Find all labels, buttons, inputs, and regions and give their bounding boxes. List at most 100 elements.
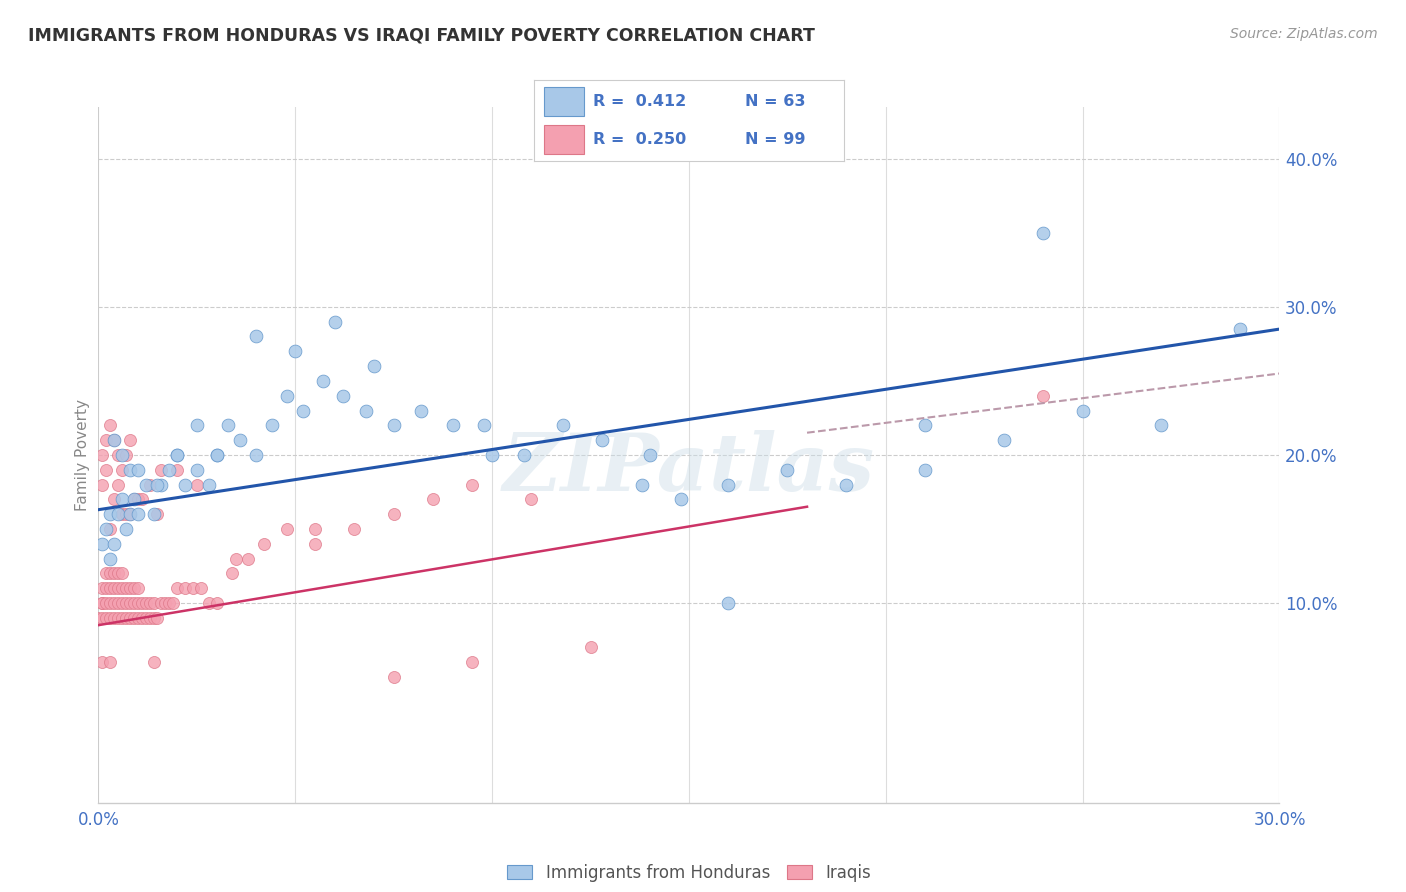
Point <box>332 389 354 403</box>
Point <box>1032 389 1054 403</box>
Point <box>131 492 153 507</box>
Point <box>107 566 129 581</box>
Point <box>96 522 118 536</box>
Point <box>91 477 114 491</box>
Point <box>245 448 267 462</box>
Point <box>323 315 346 329</box>
Point <box>131 596 153 610</box>
Point <box>205 448 228 462</box>
Point <box>115 522 138 536</box>
Text: R =  0.412: R = 0.412 <box>593 94 686 109</box>
Point <box>166 581 188 595</box>
Point <box>91 448 114 462</box>
Point <box>717 477 740 491</box>
Point <box>142 596 165 610</box>
Point <box>96 463 118 477</box>
Point <box>914 463 936 477</box>
Point <box>914 418 936 433</box>
Point <box>472 418 495 433</box>
Point <box>107 611 129 625</box>
Point <box>122 581 145 595</box>
Point <box>411 403 433 417</box>
Point <box>157 596 180 610</box>
Point <box>135 477 157 491</box>
Point <box>115 611 138 625</box>
Point <box>245 329 267 343</box>
Point <box>422 492 444 507</box>
Point <box>181 581 204 595</box>
Point <box>118 596 141 610</box>
Point <box>551 418 574 433</box>
Point <box>284 344 307 359</box>
Text: IMMIGRANTS FROM HONDURAS VS IRAQI FAMILY POVERTY CORRELATION CHART: IMMIGRANTS FROM HONDURAS VS IRAQI FAMILY… <box>28 27 815 45</box>
Point <box>115 448 138 462</box>
Point <box>253 537 276 551</box>
Point <box>103 611 125 625</box>
Point <box>186 418 208 433</box>
Point <box>312 374 335 388</box>
Point <box>96 581 118 595</box>
Point <box>166 463 188 477</box>
Point <box>236 551 259 566</box>
Point <box>166 448 188 462</box>
Point <box>91 581 114 595</box>
Point <box>217 418 239 433</box>
Point <box>96 566 118 581</box>
Point <box>174 581 197 595</box>
Point <box>197 477 219 491</box>
Point <box>127 596 149 610</box>
Point <box>127 507 149 521</box>
Point <box>304 537 326 551</box>
Point <box>91 596 114 610</box>
Point <box>107 448 129 462</box>
Point <box>98 522 121 536</box>
Point <box>993 433 1015 447</box>
Text: Source: ZipAtlas.com: Source: ZipAtlas.com <box>1230 27 1378 41</box>
Point <box>98 566 121 581</box>
Point <box>103 433 125 447</box>
Point <box>115 581 138 595</box>
Point <box>96 596 118 610</box>
Point <box>304 522 326 536</box>
Point <box>591 433 613 447</box>
Text: ZIPatlas: ZIPatlas <box>503 430 875 508</box>
Point <box>520 492 543 507</box>
Point <box>382 670 405 684</box>
Point <box>142 611 165 625</box>
Point <box>146 507 169 521</box>
Point <box>118 611 141 625</box>
Point <box>166 448 188 462</box>
Point <box>190 581 212 595</box>
Point <box>122 611 145 625</box>
Point <box>107 581 129 595</box>
Point <box>197 596 219 610</box>
Point <box>103 581 125 595</box>
Point <box>103 492 125 507</box>
Point <box>87 611 110 625</box>
Point <box>835 477 858 491</box>
Point <box>292 403 315 417</box>
Point <box>107 477 129 491</box>
Point <box>343 522 366 536</box>
Point <box>127 581 149 595</box>
Bar <box>544 125 583 154</box>
Point <box>127 611 149 625</box>
Point <box>98 596 121 610</box>
Point <box>96 611 118 625</box>
Point <box>382 418 405 433</box>
Point <box>135 596 157 610</box>
Point <box>221 566 243 581</box>
Point <box>98 507 121 521</box>
Point <box>776 463 799 477</box>
Point <box>186 463 208 477</box>
Point <box>111 448 134 462</box>
Point <box>122 492 145 507</box>
Point <box>186 477 208 491</box>
Point <box>115 507 138 521</box>
Point <box>111 463 134 477</box>
Text: R =  0.250: R = 0.250 <box>593 132 686 147</box>
Point <box>98 418 121 433</box>
Point <box>103 537 125 551</box>
Point <box>98 611 121 625</box>
Point <box>150 463 173 477</box>
